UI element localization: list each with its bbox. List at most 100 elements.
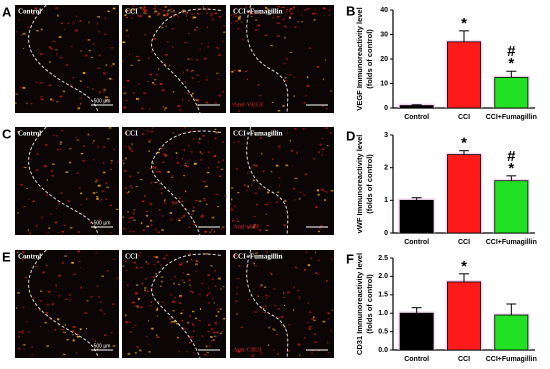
speckle [220, 227, 222, 230]
speckle [192, 69, 194, 72]
speckle [309, 311, 312, 313]
speckle [275, 164, 279, 167]
speckle [90, 56, 93, 59]
speckle [282, 18, 285, 21]
speckle [97, 67, 101, 69]
speckle [155, 73, 159, 76]
speckle [113, 148, 116, 150]
y-axis-title: (folds of control) [365, 29, 374, 89]
speckle [67, 22, 70, 24]
speckle [122, 265, 125, 267]
speckle [128, 175, 132, 178]
speckle [184, 164, 188, 167]
speckle [172, 174, 174, 177]
speckle [122, 60, 124, 62]
speckle [281, 6, 285, 9]
panel-label: C [2, 126, 12, 141]
speckle [137, 14, 140, 17]
speckle [151, 127, 154, 129]
speckle [265, 203, 269, 206]
speckle [148, 150, 151, 152]
speckle [132, 5, 135, 8]
speckle [222, 226, 225, 228]
speckle [17, 331, 21, 334]
y-tick-label: 2.5 [378, 255, 388, 262]
speckle [235, 300, 239, 302]
speckle [155, 309, 159, 311]
speckle [76, 335, 80, 338]
speckle [144, 287, 147, 289]
speckle [105, 96, 109, 99]
micrograph [122, 250, 226, 358]
speckle [147, 81, 149, 83]
speckle [176, 322, 179, 325]
significance-mark: # [507, 43, 516, 60]
speckle [23, 205, 26, 208]
speckle [203, 199, 207, 202]
speckle [305, 251, 308, 253]
speckle [235, 20, 238, 22]
speckle [22, 259, 24, 262]
speckle [210, 340, 213, 342]
speckle [271, 101, 274, 104]
speckle [274, 304, 276, 307]
speckle [180, 108, 182, 111]
speckle [184, 190, 187, 193]
speckle [75, 136, 77, 139]
speckle [153, 83, 157, 86]
significance-mark: # [507, 148, 516, 165]
speckle [265, 213, 268, 215]
speckle [207, 330, 210, 332]
speckle [133, 261, 136, 264]
speckle [175, 152, 178, 154]
speckle [75, 15, 78, 18]
speckle [307, 321, 309, 324]
speckle [289, 16, 292, 19]
speckle [296, 151, 298, 154]
speckle [247, 263, 249, 266]
speckle [218, 54, 222, 56]
speckle [259, 94, 262, 97]
speckle [182, 98, 184, 101]
speckle [30, 10, 33, 13]
speckle [164, 5, 166, 8]
speckle [53, 134, 55, 136]
speckle [268, 327, 270, 329]
speckle [191, 13, 194, 15]
stain-label: Anti-CD31 [233, 346, 262, 353]
speckle [136, 97, 139, 100]
speckle [303, 102, 306, 104]
speckle [69, 84, 72, 86]
speckle [205, 185, 208, 188]
speckle [154, 5, 157, 7]
speckle [222, 40, 224, 42]
speckle [16, 31, 18, 33]
speckle [299, 296, 301, 299]
stain-label: Anti-vWF [233, 223, 260, 230]
speckle [185, 15, 188, 18]
speckle [116, 161, 119, 163]
speckle [48, 46, 52, 49]
speckle [92, 159, 95, 161]
speckle [277, 352, 280, 355]
speckle [79, 267, 81, 269]
speckle [321, 105, 324, 107]
speckle [110, 47, 114, 49]
image-label: CCI+Fumagillin [233, 130, 283, 138]
speckle [151, 162, 154, 164]
speckle [95, 252, 97, 254]
image-label: CCI [125, 253, 138, 261]
speckle [116, 277, 119, 279]
speckle [257, 295, 260, 298]
speckle [290, 12, 293, 15]
speckle [125, 314, 127, 317]
speckle [320, 224, 323, 227]
speckle [182, 262, 184, 264]
speckle [190, 16, 192, 18]
speckle [33, 297, 35, 299]
speckle [125, 16, 128, 19]
speckle [76, 139, 80, 141]
speckle [206, 345, 208, 348]
speckle [180, 312, 183, 315]
speckle [130, 64, 134, 66]
